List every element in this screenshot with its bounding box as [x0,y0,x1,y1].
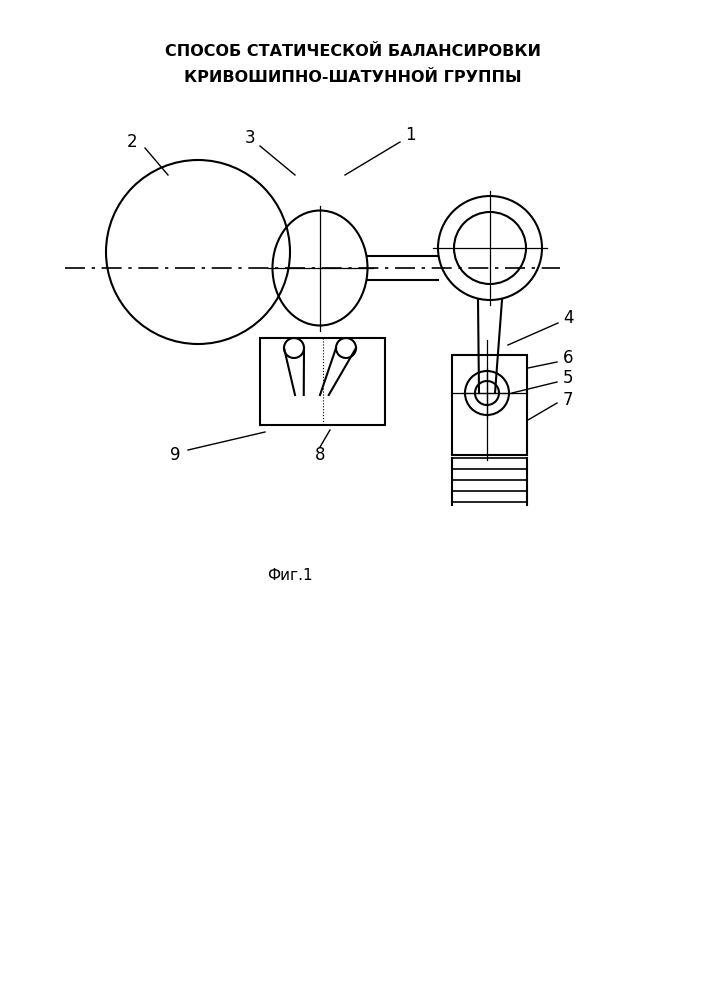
Text: 9: 9 [170,446,180,464]
Text: СПОСОБ СТАТИЧЕСКОЙ БАЛАНСИРОВКИ: СПОСОБ СТАТИЧЕСКОЙ БАЛАНСИРОВКИ [165,44,541,60]
Text: Фиг.1: Фиг.1 [267,568,312,582]
Text: 7: 7 [563,391,573,409]
Text: 3: 3 [245,129,255,147]
Text: 6: 6 [563,349,573,367]
Text: КРИВОШИПНО-ШАТУННОЙ ГРУППЫ: КРИВОШИПНО-ШАТУННОЙ ГРУППЫ [185,70,522,86]
Text: 1: 1 [404,126,415,144]
Bar [452,355,527,455]
Bar [260,338,385,425]
Text: 8: 8 [315,446,325,464]
Text: 4: 4 [563,309,573,327]
Text: 5: 5 [563,369,573,387]
Text: 2: 2 [127,133,137,151]
